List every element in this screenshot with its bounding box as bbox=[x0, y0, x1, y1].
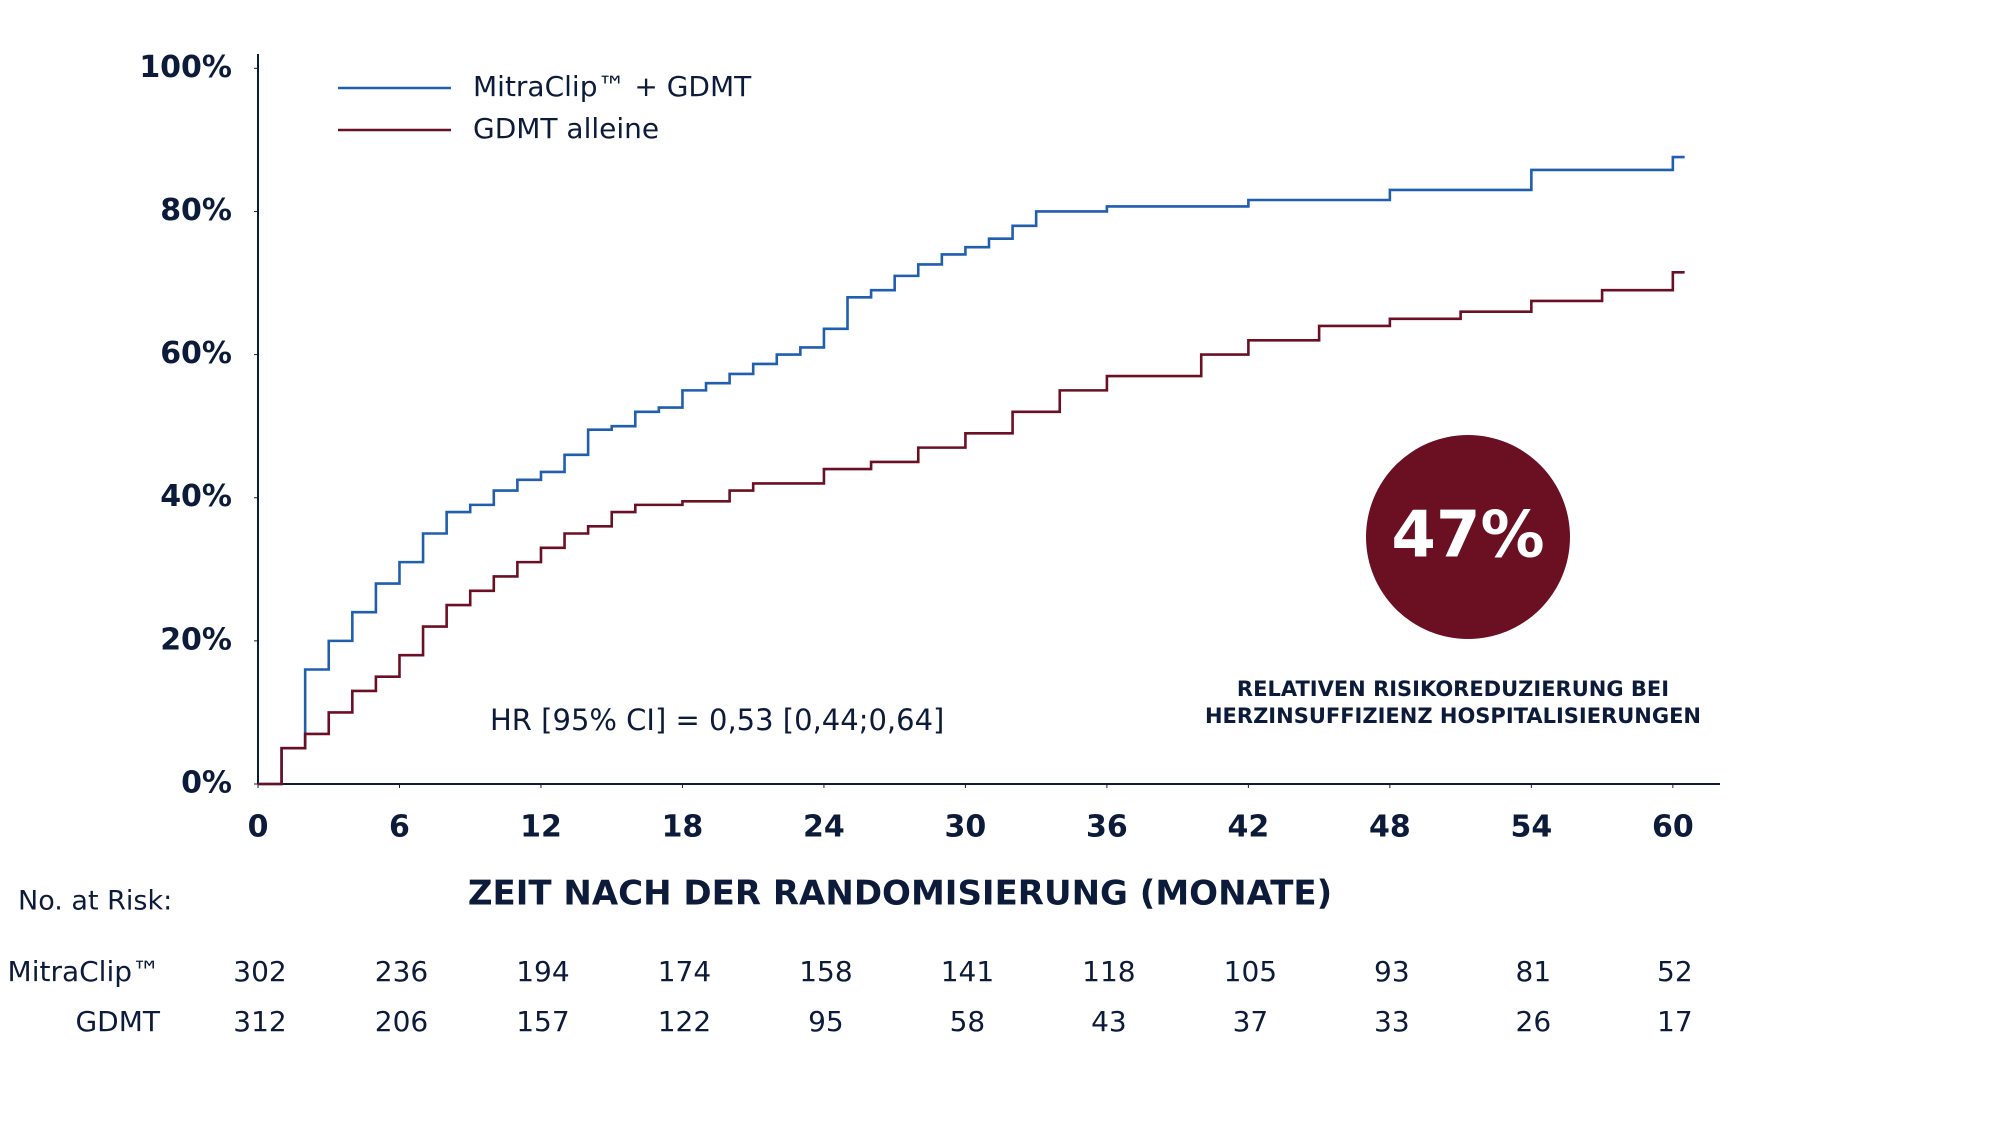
y-tick-label: 60% bbox=[160, 336, 232, 371]
risk-value: 105 bbox=[1224, 955, 1277, 988]
legend-label: MitraClip™ + GDMT bbox=[473, 70, 752, 103]
y-tick-label: 0% bbox=[181, 766, 232, 801]
series-line bbox=[258, 270, 1685, 786]
badge-text: 47% bbox=[1391, 499, 1544, 573]
caption: HERZINSUFFIZIENZ HOSPITALISIERUNGEN bbox=[1205, 704, 1701, 728]
risk-row-label: GDMT bbox=[75, 1005, 160, 1038]
risk-value: 26 bbox=[1516, 1005, 1552, 1038]
x-tick-label: 0 bbox=[248, 810, 269, 845]
x-tick-label: 6 bbox=[389, 810, 410, 845]
risk-value: 236 bbox=[375, 955, 428, 988]
risk-value: 95 bbox=[808, 1005, 844, 1038]
y-tick-label: 20% bbox=[160, 622, 232, 657]
x-tick-label: 24 bbox=[803, 810, 845, 845]
x-tick-label: 36 bbox=[1086, 810, 1128, 845]
hr-annotation: HR [95% CI] = 0,53 [0,44;0,64] bbox=[490, 703, 944, 737]
legend-label: GDMT alleine bbox=[473, 112, 659, 145]
y-tick-label: 100% bbox=[139, 50, 232, 85]
risk-value: 37 bbox=[1233, 1005, 1269, 1038]
series-line bbox=[258, 155, 1685, 786]
risk-value: 141 bbox=[941, 955, 994, 988]
risk-value: 33 bbox=[1374, 1005, 1410, 1038]
risk-value: 206 bbox=[375, 1005, 428, 1038]
x-tick-label: 54 bbox=[1510, 810, 1552, 845]
risk-value: 312 bbox=[233, 1005, 286, 1038]
x-tick-label: 42 bbox=[1228, 810, 1270, 845]
risk-row-label: MitraClip™ bbox=[8, 955, 160, 988]
x-tick-label: 30 bbox=[945, 810, 987, 845]
risk-value: 52 bbox=[1657, 955, 1693, 988]
risk-value: 58 bbox=[950, 1005, 986, 1038]
badge-circle bbox=[1366, 435, 1570, 639]
risk-table-title: No. at Risk: bbox=[18, 886, 172, 917]
x-axis-label: ZEIT NACH DER RANDOMISIERUNG (MONATE) bbox=[468, 874, 1332, 914]
x-tick-label: 60 bbox=[1652, 810, 1694, 845]
risk-value: 302 bbox=[233, 955, 286, 988]
risk-value: 157 bbox=[516, 1005, 569, 1038]
risk-value: 93 bbox=[1374, 955, 1410, 988]
risk-value: 118 bbox=[1082, 955, 1135, 988]
risk-value: 122 bbox=[658, 1005, 711, 1038]
x-tick-label: 12 bbox=[520, 810, 562, 845]
y-tick-label: 80% bbox=[160, 193, 232, 228]
risk-value: 194 bbox=[516, 955, 569, 988]
risk-value: 17 bbox=[1657, 1005, 1693, 1038]
x-tick-label: 18 bbox=[662, 810, 704, 845]
risk-value: 158 bbox=[799, 955, 852, 988]
risk-value: 81 bbox=[1516, 955, 1552, 988]
risk-value: 43 bbox=[1091, 1005, 1127, 1038]
y-tick-label: 40% bbox=[160, 479, 232, 514]
risk-value: 174 bbox=[658, 955, 711, 988]
caption: RELATIVEN RISIKOREDUZIERUNG BEI bbox=[1237, 677, 1669, 701]
x-tick-label: 48 bbox=[1369, 810, 1411, 845]
